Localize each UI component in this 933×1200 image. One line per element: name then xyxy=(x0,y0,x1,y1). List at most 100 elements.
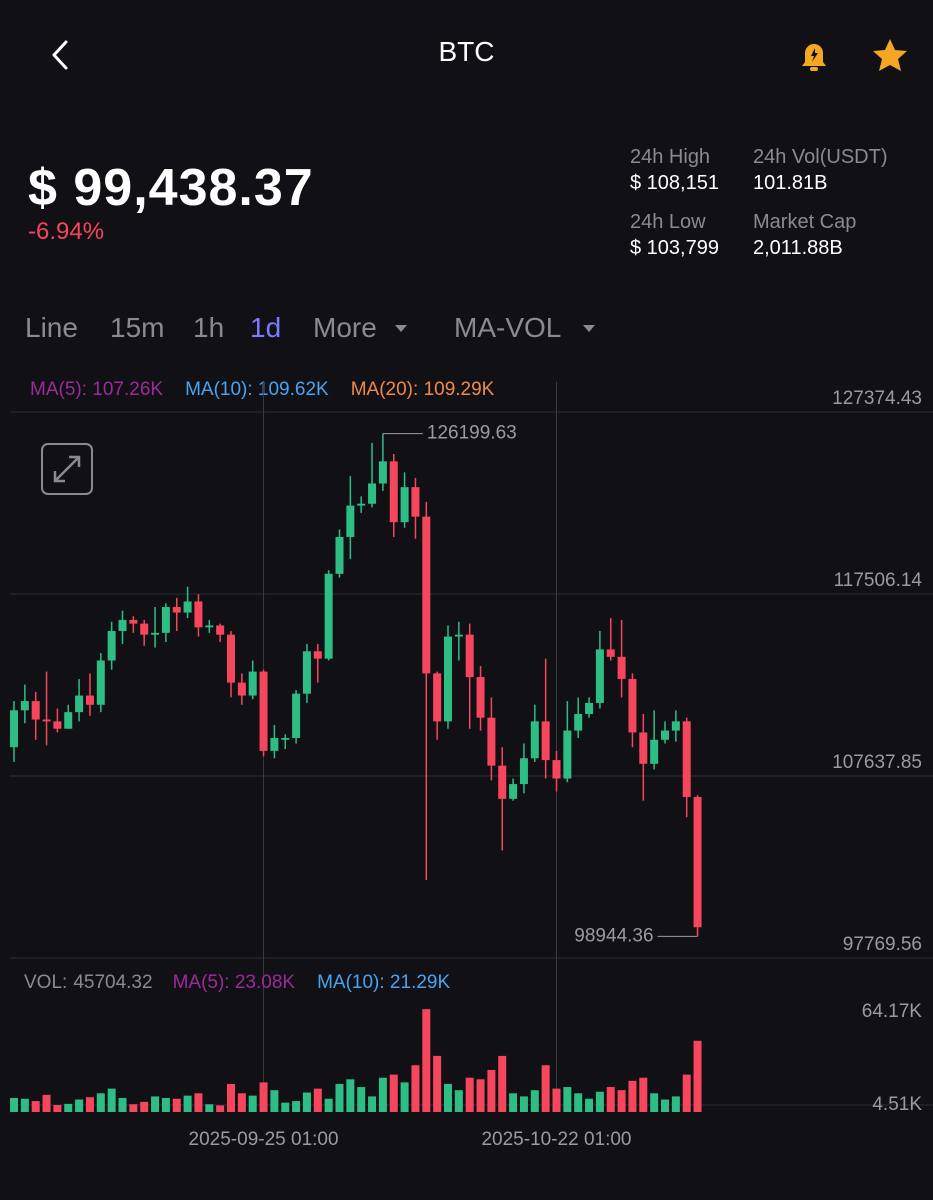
candle-body xyxy=(42,719,51,722)
volume-bar xyxy=(292,1101,301,1112)
candle-body xyxy=(151,632,160,635)
volume-bar xyxy=(270,1090,279,1112)
candle-body xyxy=(519,758,528,785)
candle-body xyxy=(292,693,301,738)
volume-value: 45704.32 xyxy=(73,972,152,993)
volume-bar xyxy=(85,1097,94,1112)
candle-body xyxy=(552,760,561,779)
volume-bar xyxy=(444,1083,452,1112)
volume-bar xyxy=(606,1087,615,1112)
volume-bar xyxy=(64,1103,73,1112)
volume-bar xyxy=(129,1104,138,1112)
volume-bar xyxy=(433,1055,442,1112)
volume-bar xyxy=(216,1105,225,1112)
legend-entry: MA(10): 109.62K xyxy=(185,379,329,400)
volume-legend-entry: MA(5): 23.08K xyxy=(173,972,296,993)
candle-body xyxy=(313,651,322,659)
candle-body xyxy=(10,710,18,748)
candle-body xyxy=(411,487,420,517)
volume-bar xyxy=(161,1097,170,1112)
candle-body xyxy=(237,682,246,696)
volume-bar xyxy=(541,1065,550,1112)
candle-body xyxy=(400,487,409,523)
volume-bar xyxy=(302,1092,311,1112)
candle-body xyxy=(693,796,702,928)
stat-value: 101.81B xyxy=(753,172,828,194)
volume-bar xyxy=(693,1040,702,1112)
candle-body xyxy=(671,721,680,731)
volume-bar xyxy=(324,1098,333,1112)
volume-bar xyxy=(628,1080,637,1112)
candle-body xyxy=(368,483,377,504)
legend-entry: MA(5): 107.26K xyxy=(30,379,163,400)
volume-bar xyxy=(151,1096,160,1112)
candle-body xyxy=(64,712,73,729)
volume-bar xyxy=(519,1096,528,1112)
volume-bar xyxy=(42,1094,51,1112)
back-button[interactable] xyxy=(44,38,78,72)
volume-bar xyxy=(552,1088,561,1112)
dropdown-caret xyxy=(395,325,407,332)
candle-body xyxy=(628,678,637,733)
stat-label: 24h Vol(USDT) xyxy=(753,146,888,168)
volume-bar xyxy=(335,1083,344,1112)
volume-bar xyxy=(194,1093,203,1112)
dropdown-caret xyxy=(583,325,595,332)
volume-bar xyxy=(530,1090,539,1112)
interval-tab[interactable]: Line xyxy=(25,312,78,343)
volume-bar xyxy=(509,1093,518,1112)
indicator-tab[interactable]: MA-VOL xyxy=(454,312,562,343)
interval-tab[interactable]: 1d xyxy=(250,312,282,343)
candle-body xyxy=(248,671,257,696)
volume-bar xyxy=(422,1009,431,1112)
y-tick-label: 117506.14 xyxy=(834,570,923,591)
price-change: -6.94% xyxy=(28,218,105,245)
candle-body xyxy=(53,721,62,729)
candle-body xyxy=(172,607,181,613)
volume-bar xyxy=(75,1099,84,1112)
candle-body xyxy=(302,651,311,694)
candle-body xyxy=(357,503,366,506)
volume-bar xyxy=(259,1082,268,1112)
y-tick-label: 127374.43 xyxy=(832,388,922,409)
volume-bar xyxy=(368,1096,377,1112)
favorite-button[interactable] xyxy=(870,36,910,76)
stat-label: 24h Low xyxy=(630,211,706,233)
candle-body xyxy=(20,701,29,711)
interval-tab[interactable]: 15m xyxy=(110,312,165,343)
fullscreen-button[interactable] xyxy=(41,443,93,495)
y-tick-label: 107637.85 xyxy=(832,752,922,773)
volume-bar xyxy=(563,1087,572,1112)
volume-bar xyxy=(487,1069,496,1112)
candle-body xyxy=(194,601,203,628)
candle-body xyxy=(465,634,474,678)
stat-value: 2,011.88B xyxy=(753,237,843,259)
volume-bar xyxy=(465,1077,474,1112)
more-tab[interactable]: More xyxy=(313,312,377,343)
candle-body xyxy=(270,737,279,751)
stat-label: 24h High xyxy=(630,146,711,168)
volume-bar xyxy=(574,1093,583,1112)
volume-bar xyxy=(96,1093,105,1112)
volume-tick-label: 64.17K xyxy=(862,1001,923,1022)
alert-button[interactable] xyxy=(794,36,834,76)
volume-bar xyxy=(357,1087,366,1112)
page-title: BTC xyxy=(438,36,495,67)
interval-tab[interactable]: 1h xyxy=(193,312,225,343)
candle-body xyxy=(661,730,669,740)
candle-body xyxy=(530,721,539,759)
candle-body xyxy=(498,765,507,799)
candle-body xyxy=(650,739,659,764)
volume-bar xyxy=(118,1097,127,1112)
volume-bar xyxy=(595,1091,604,1112)
stat-value: $ 108,151 xyxy=(630,172,719,194)
candle-body xyxy=(335,536,344,574)
candle-body xyxy=(161,607,170,633)
candle-body xyxy=(31,701,40,720)
volume-bar xyxy=(31,1101,40,1112)
low-label: 98944.36 xyxy=(574,925,653,946)
y-tick-label: 97769.56 xyxy=(843,934,922,955)
candle-body xyxy=(541,721,550,761)
candle-body xyxy=(563,730,572,779)
